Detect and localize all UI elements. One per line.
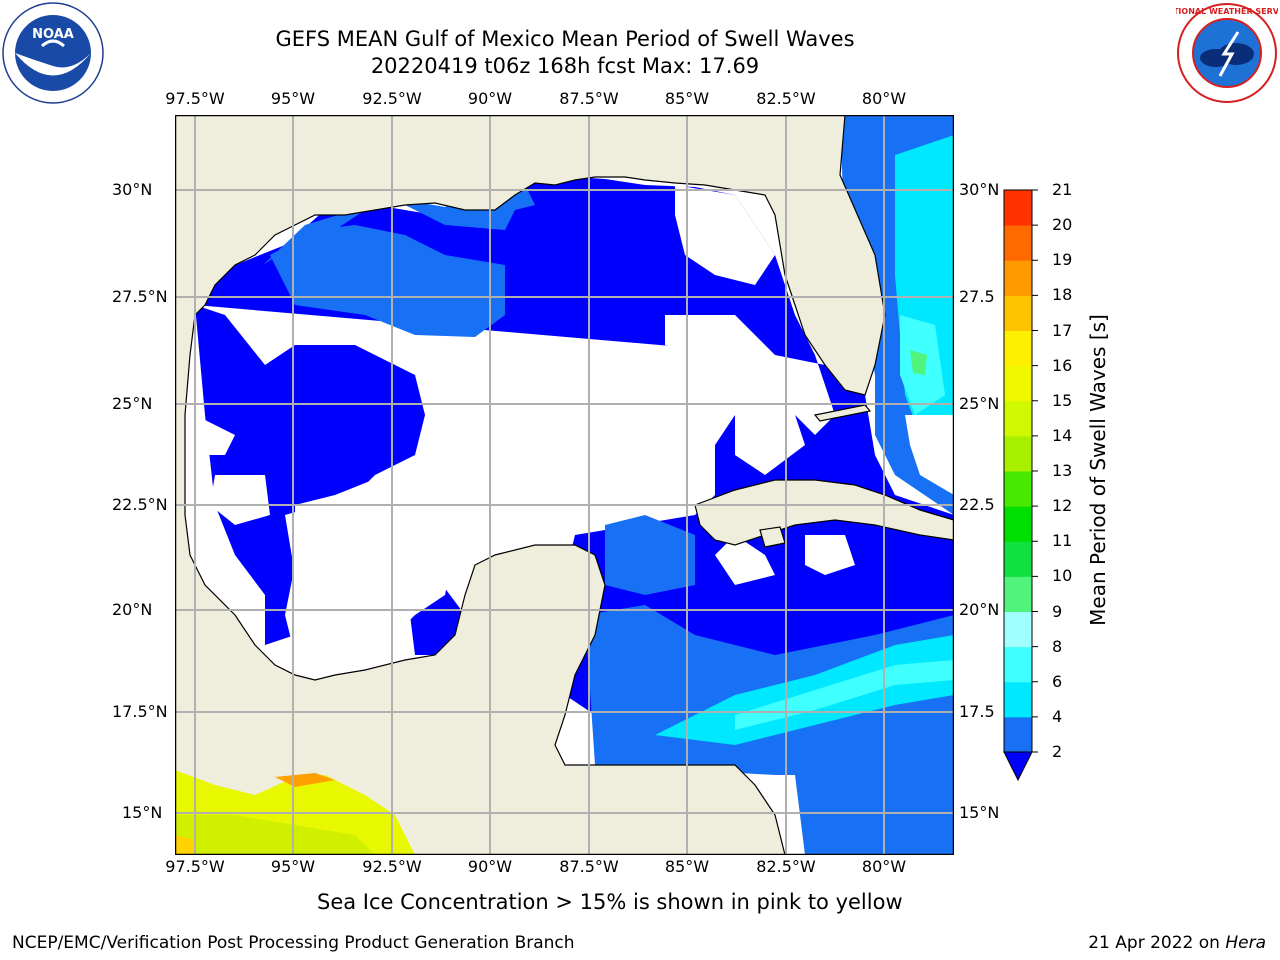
lat-tick-right: 25°N xyxy=(959,394,1000,413)
colorbar-band xyxy=(1004,716,1032,753)
colorbar-band xyxy=(1004,541,1032,577)
colorbar-tick-label: 2 xyxy=(1052,742,1063,761)
map-title: GEFS MEAN Gulf of Mexico Mean Period of … xyxy=(275,27,855,51)
lon-tick-top: 82.5°W xyxy=(756,89,816,108)
lat-tick-right: 30°N xyxy=(959,180,1000,199)
colorbar-tick-label: 14 xyxy=(1052,425,1073,445)
footer-date-text: 21 Apr 2022 on xyxy=(1088,933,1226,953)
lon-tick-top: 97.5°W xyxy=(165,89,225,108)
nws-logo: NATIONAL WEATHER SERVICE xyxy=(1176,3,1278,103)
colorbar-tick-label: 13 xyxy=(1052,461,1073,480)
colorbar-band xyxy=(1004,506,1032,542)
footer-credit: NCEP/EMC/Verification Post Processing Pr… xyxy=(12,933,575,953)
lat-tick-left: 15°N xyxy=(122,803,163,822)
noaa-logo: NOAA xyxy=(2,2,104,104)
lon-tick-top: 80°W xyxy=(861,89,907,108)
lat-tick-right: 27.5 xyxy=(959,287,995,306)
colorbar-band xyxy=(1004,646,1032,683)
colorbar-band xyxy=(1004,400,1032,437)
lat-tick-left: 25°N xyxy=(112,394,153,413)
no-data-patches xyxy=(195,185,954,855)
colorbar-band xyxy=(1004,330,1032,367)
colorbar-tick-label: 4 xyxy=(1052,706,1063,726)
lat-tick-right: 20°N xyxy=(959,600,1000,619)
colorbar-band xyxy=(1004,576,1032,612)
colorbar-band xyxy=(1004,365,1032,402)
lat-tick-left: 20°N xyxy=(112,600,153,619)
colorbar-tick-label: 15 xyxy=(1052,390,1073,410)
colorbar-band xyxy=(1004,471,1032,507)
colorbar-tick-label: 10 xyxy=(1052,566,1073,586)
lat-tick-right: 15°N xyxy=(959,803,1000,822)
colorbar-tick-label: 18 xyxy=(1052,285,1073,305)
lat-tick-left: 27.5°N xyxy=(112,287,168,306)
lon-tick-bottom: 97.5°W xyxy=(165,857,225,876)
colorbar-tick-label: 9 xyxy=(1052,601,1063,621)
lon-tick-bottom: 92.5°W xyxy=(362,857,422,876)
footer-date: 21 Apr 2022 on Hera xyxy=(1088,933,1266,953)
colorbar-tick-label: 11 xyxy=(1052,531,1073,551)
svg-text:NATIONAL WEATHER SERVICE: NATIONAL WEATHER SERVICE xyxy=(1176,7,1278,16)
lon-tick-top: 87.5°W xyxy=(559,89,619,108)
lon-tick-bottom: 95°W xyxy=(270,857,316,876)
colorbar-tick-label: 19 xyxy=(1052,250,1073,270)
lon-tick-top: 92.5°W xyxy=(362,89,422,108)
colorbar-tick-label: 8 xyxy=(1052,636,1063,656)
lat-tick-right: 22.5 xyxy=(959,495,995,514)
lon-tick-top: 95°W xyxy=(270,89,316,108)
lon-tick-bottom: 80°W xyxy=(861,857,907,876)
colorbar-tick-label: 20 xyxy=(1052,215,1073,235)
lat-tick-left: 17.5°N xyxy=(112,702,168,721)
colorbar-tick-label: 21 xyxy=(1052,180,1073,199)
footer-host: Hera xyxy=(1225,933,1266,953)
lon-tick-bottom: 90°W xyxy=(467,857,513,876)
lat-tick-left: 30°N xyxy=(112,180,153,199)
land-masses xyxy=(175,115,954,855)
svg-text:NOAA: NOAA xyxy=(32,27,74,42)
lon-tick-top: 85°W xyxy=(664,89,710,108)
colorbar xyxy=(1003,189,1038,782)
colorbar-tick-label: 17 xyxy=(1052,320,1073,340)
lon-tick-top: 90°W xyxy=(467,89,513,108)
map-subtitle: 20220419 t06z 168h fcst Max: 17.69 xyxy=(370,54,760,78)
lat-tick-left: 22.5°N xyxy=(112,495,168,514)
map-frame xyxy=(175,115,954,855)
colorbar-tick-label: 16 xyxy=(1052,355,1073,375)
colorbar-band xyxy=(1004,225,1032,261)
colorbar-tick-label: 6 xyxy=(1052,671,1063,691)
colorbar-band xyxy=(1004,611,1032,648)
colorbar-title: Mean Period of Swell Waves [s] xyxy=(1086,314,1110,626)
lat-tick-right: 17.5 xyxy=(959,702,995,721)
lon-tick-bottom: 85°W xyxy=(664,857,710,876)
colorbar-band xyxy=(1004,435,1032,472)
colorbar-band xyxy=(1004,190,1032,226)
gulf-of-mexico-map xyxy=(175,115,954,855)
map-gridlines xyxy=(175,115,954,855)
lon-tick-bottom: 82.5°W xyxy=(756,857,816,876)
colorbar-band xyxy=(1004,681,1032,718)
sea-ice-note: Sea Ice Concentration > 15% is shown in … xyxy=(317,890,903,914)
colorbar-band xyxy=(1004,295,1032,331)
colorbar-band xyxy=(1004,260,1032,296)
colorbar-tick-label: 12 xyxy=(1052,496,1073,516)
lon-tick-bottom: 87.5°W xyxy=(559,857,619,876)
